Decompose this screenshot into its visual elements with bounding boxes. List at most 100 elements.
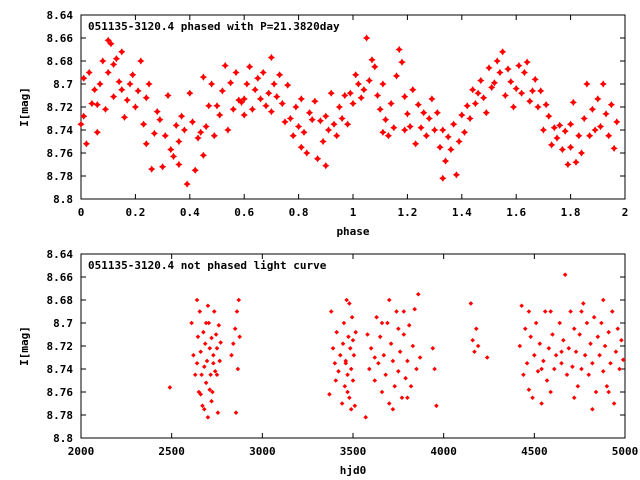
data-point bbox=[392, 383, 398, 389]
data-point bbox=[203, 380, 209, 386]
data-point bbox=[548, 389, 553, 395]
data-point bbox=[521, 372, 526, 378]
data-point bbox=[548, 309, 553, 314]
data-point bbox=[295, 122, 303, 131]
unphased-xtick-label: 4500 bbox=[521, 445, 548, 458]
unphased-ytick-label: 8.74 bbox=[47, 363, 74, 376]
data-point bbox=[243, 80, 251, 88]
data-point bbox=[314, 155, 322, 163]
data-point bbox=[515, 62, 523, 70]
data-point bbox=[604, 383, 610, 389]
data-point bbox=[340, 341, 346, 346]
data-point bbox=[199, 151, 207, 159]
unphased-ytick-label: 8.72 bbox=[47, 340, 74, 353]
data-point bbox=[488, 83, 496, 91]
data-point bbox=[588, 341, 593, 346]
data-point bbox=[80, 74, 88, 82]
data-point bbox=[167, 385, 173, 390]
data-point bbox=[308, 116, 316, 124]
data-point bbox=[328, 309, 334, 314]
data-point bbox=[211, 360, 216, 366]
data-point bbox=[267, 108, 275, 116]
phased-plot-ticks: 0 0.2 0.4 0.6 0.8 1 1.2 1.4 1.6 1.8 2 8.64 8.66 8.68 8… bbox=[47, 9, 629, 219]
data-point bbox=[198, 392, 203, 397]
data-point bbox=[365, 76, 373, 85]
data-point bbox=[322, 162, 330, 170]
data-point bbox=[233, 410, 239, 415]
data-point bbox=[558, 145, 566, 154]
data-point bbox=[353, 329, 359, 335]
data-point bbox=[606, 329, 611, 335]
data-point bbox=[142, 94, 150, 102]
unphased-ytick-label: 8.68 bbox=[47, 294, 74, 307]
data-point bbox=[251, 86, 259, 94]
data-point bbox=[194, 360, 200, 366]
data-point bbox=[363, 34, 371, 42]
data-point bbox=[567, 120, 575, 128]
data-point bbox=[209, 335, 214, 341]
data-point bbox=[599, 80, 607, 88]
data-point bbox=[215, 410, 221, 415]
data-point bbox=[300, 128, 308, 136]
data-point bbox=[376, 105, 384, 113]
data-point bbox=[471, 99, 479, 108]
data-point bbox=[556, 121, 564, 129]
data-point bbox=[192, 372, 198, 378]
data-point bbox=[191, 352, 196, 358]
data-point bbox=[430, 346, 436, 351]
data-point bbox=[577, 149, 586, 157]
data-point bbox=[107, 40, 115, 48]
data-point bbox=[360, 86, 368, 94]
data-point bbox=[344, 120, 352, 128]
data-point bbox=[504, 65, 512, 73]
data-point bbox=[202, 364, 207, 369]
data-point bbox=[590, 406, 595, 412]
data-point bbox=[469, 86, 477, 94]
phased-plot: 051135-3120.4 phased with P=21.3820day p… bbox=[18, 9, 628, 238]
data-point bbox=[392, 72, 401, 80]
data-point bbox=[297, 143, 305, 151]
data-point bbox=[167, 145, 175, 154]
data-point bbox=[232, 68, 240, 77]
data-point bbox=[175, 160, 183, 169]
data-point bbox=[607, 101, 615, 109]
data-point bbox=[539, 126, 547, 134]
data-point bbox=[557, 320, 563, 326]
data-point bbox=[191, 166, 199, 174]
phased-xtick-label: 1.8 bbox=[561, 206, 581, 219]
data-point bbox=[522, 326, 528, 332]
data-point bbox=[202, 341, 208, 346]
data-point bbox=[559, 349, 564, 355]
data-point bbox=[414, 101, 422, 109]
data-point bbox=[403, 110, 411, 118]
data-point bbox=[214, 372, 220, 378]
data-point bbox=[227, 79, 235, 87]
data-point bbox=[561, 337, 566, 343]
data-point bbox=[551, 366, 557, 372]
data-point bbox=[441, 157, 450, 165]
data-point bbox=[140, 120, 148, 128]
data-point bbox=[345, 389, 350, 395]
data-point bbox=[347, 301, 352, 306]
data-point bbox=[343, 360, 349, 366]
data-point bbox=[357, 94, 365, 102]
data-point bbox=[562, 272, 568, 277]
data-point bbox=[214, 346, 220, 351]
data-point bbox=[188, 118, 197, 126]
data-point bbox=[447, 145, 455, 154]
data-point bbox=[591, 314, 597, 320]
data-point bbox=[231, 341, 236, 346]
data-point bbox=[579, 309, 584, 314]
data-point bbox=[229, 352, 234, 358]
unphased-xtick-label: 3500 bbox=[340, 445, 367, 458]
data-point bbox=[292, 103, 300, 111]
data-point bbox=[417, 124, 425, 132]
data-point bbox=[414, 366, 419, 372]
data-point bbox=[594, 95, 602, 103]
data-point bbox=[595, 334, 601, 340]
unphased-xtick-label: 2500 bbox=[158, 445, 185, 458]
data-point bbox=[422, 132, 430, 140]
data-point bbox=[169, 152, 178, 160]
data-point bbox=[341, 91, 349, 100]
